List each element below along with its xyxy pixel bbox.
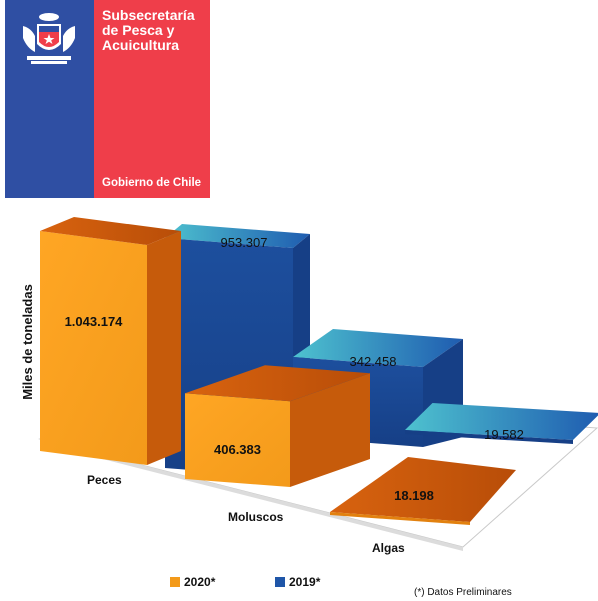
bar-2020-moluscos-top — [185, 365, 370, 402]
bar-2019-algas-front — [405, 430, 573, 444]
chart-floor-edge — [40, 439, 463, 551]
logo-line-1: Subsecretaría — [102, 7, 195, 23]
y-axis-label: Miles de toneladas — [20, 284, 35, 400]
data-label-2019-algas: 19.582 — [484, 427, 524, 442]
logo-government-label: Gobierno de Chile — [102, 177, 202, 189]
legend-swatch-2020 — [170, 577, 180, 587]
data-label-2020-algas: 18.198 — [394, 488, 434, 503]
logo-line-2: de Pesca y — [102, 22, 175, 38]
legend-label-2019: 2019* — [289, 575, 321, 589]
data-label-2019-moluscos: 342.458 — [350, 354, 397, 369]
coat-of-arms-icon — [23, 13, 75, 64]
bar-2019-moluscos-top — [293, 329, 463, 367]
bar-2020-algas-front — [330, 512, 470, 525]
legend: 2020* 2019* — [170, 575, 321, 589]
bar-2020-peces-front — [40, 231, 147, 465]
bar-2020-moluscos-front — [185, 393, 290, 487]
category-label-peces: Peces — [87, 473, 122, 487]
legend-label-2020: 2020* — [184, 575, 216, 589]
legend-swatch-2019 — [275, 577, 285, 587]
footnote: (*) Datos Preliminares — [414, 587, 512, 598]
bar-2020-algas-top — [330, 457, 516, 522]
data-label-2019-peces: 953.307 — [221, 235, 268, 250]
logo-red-panel — [94, 0, 210, 198]
bar-2019-peces-top — [165, 224, 310, 248]
logo-line-3: Acuicultura — [102, 37, 180, 53]
category-label-moluscos: Moluscos — [228, 510, 284, 524]
data-label-2020-peces: 1.043.174 — [65, 314, 124, 329]
bar-2019-algas-top — [405, 403, 598, 440]
bar-2020-peces-side — [147, 231, 181, 465]
logo-agency-name: Subsecretaría de Pesca y Acuicultura — [102, 8, 212, 53]
subpesca-logo: Subsecretaría de Pesca y Acuicultura Gob… — [5, 0, 210, 198]
category-label-algas: Algas — [372, 541, 405, 555]
data-label-2020-moluscos: 406.383 — [214, 442, 261, 457]
bar-2020-moluscos-side — [290, 373, 370, 487]
bar-2020-peces-top — [40, 217, 181, 245]
